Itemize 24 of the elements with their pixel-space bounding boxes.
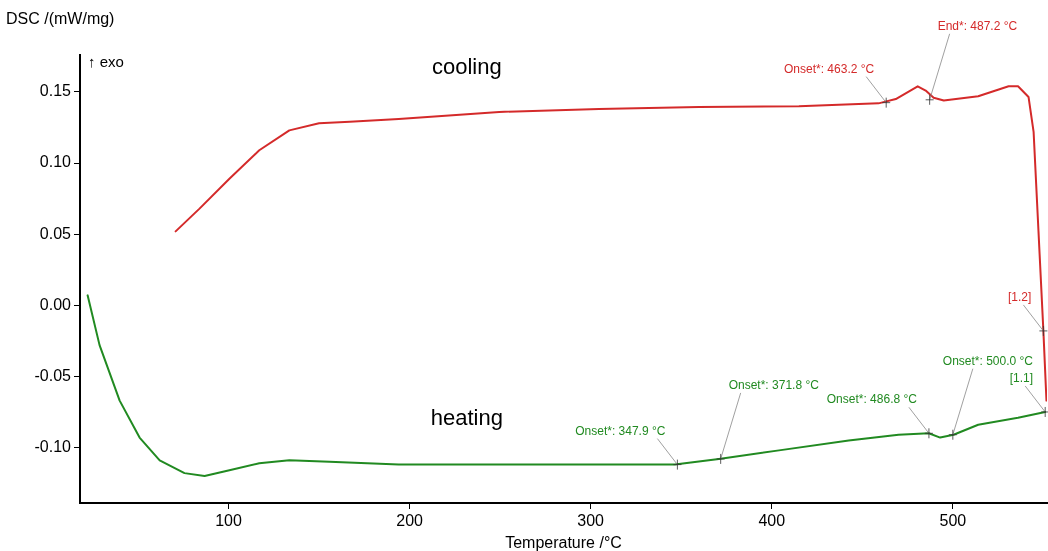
x-tick-label: 100 <box>215 512 242 530</box>
annotation: Onset*: 371.8 °C <box>728 377 820 392</box>
x-axis-title: Temperature /°C <box>505 534 622 551</box>
annotation: Onset*: 347.9 °C <box>575 423 666 438</box>
y-tick-label: 0.15 <box>39 82 72 100</box>
x-tick-label: 500 <box>939 512 967 530</box>
x-tick-label: 200 <box>396 512 424 530</box>
series-label: heating <box>430 404 503 430</box>
annotation: Onset*: 463.2 °C <box>784 61 875 76</box>
y-tick-label: 0.10 <box>39 153 72 171</box>
annotation: Onset*: 500.0 °C <box>942 353 1034 368</box>
y-tick-label: -0.10 <box>34 437 72 455</box>
annotation: [1.2] <box>1008 289 1032 304</box>
annotation: End*: 487.2 °C <box>937 18 1018 33</box>
y-axis-title: DSC /(mW/mg) <box>6 10 115 27</box>
y-tick-label: -0.05 <box>34 366 72 384</box>
x-tick-label: 300 <box>577 512 605 530</box>
y-tick-label: 0.05 <box>39 224 72 242</box>
series-label: cooling <box>431 54 502 80</box>
annotation: Onset*: 486.8 °C <box>826 392 918 407</box>
y-tick-label: 0.00 <box>39 295 72 313</box>
annotation: [1.1] <box>1009 370 1034 385</box>
annotation: ↑ exo <box>88 53 124 70</box>
x-tick-label: 400 <box>758 512 786 530</box>
